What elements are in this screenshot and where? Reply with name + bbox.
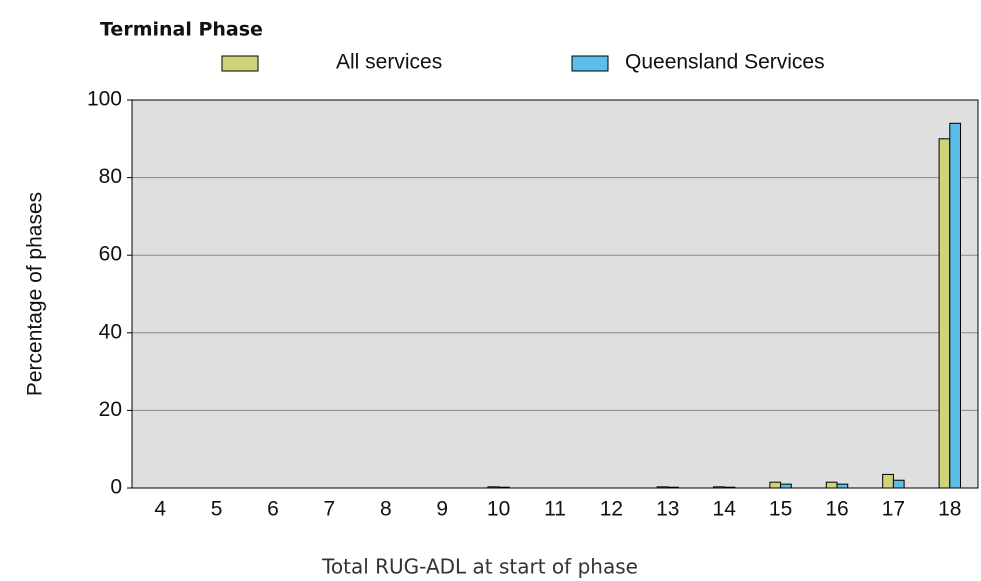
x-tick-label: 4: [154, 498, 166, 521]
bar: [938, 138, 951, 489]
x-tick-label: 13: [656, 498, 679, 521]
x-tick-label: 15: [769, 498, 792, 521]
bar: [712, 486, 725, 489]
x-tick-label: 7: [324, 498, 336, 521]
y-tick-label: 40: [99, 320, 122, 343]
bar: [836, 483, 849, 489]
bar: [667, 486, 680, 489]
bar: [882, 473, 894, 489]
x-tick-label: 17: [882, 498, 905, 521]
legend-swatch: [221, 55, 259, 72]
x-tick-label: 16: [825, 498, 848, 521]
x-axis-label: Total RUG-ADL at start of phase: [321, 555, 638, 579]
legend-label: All services: [336, 51, 442, 74]
bar: [723, 486, 736, 489]
x-tick-label: 8: [380, 498, 392, 521]
chart-title: Terminal Phase: [100, 19, 263, 41]
bar: [498, 486, 510, 489]
y-axis-label: Percentage of phases: [24, 192, 47, 396]
x-tick-label: 12: [600, 498, 623, 521]
x-tick-label: 18: [938, 498, 961, 521]
legend-label: Queensland Services: [625, 51, 825, 74]
y-tick-label: 20: [99, 398, 122, 421]
bar: [656, 486, 669, 489]
y-tick-label: 100: [87, 88, 122, 111]
legend-swatch: [571, 55, 609, 72]
plot-border: [131, 99, 979, 489]
bar: [949, 122, 962, 489]
x-tick-label: 5: [211, 498, 223, 521]
x-tick-label: 14: [713, 498, 737, 521]
bar: [769, 481, 782, 489]
x-tick-label: 11: [544, 498, 566, 521]
y-tick-label: 60: [99, 243, 122, 266]
y-tick-label: 80: [99, 165, 122, 188]
y-tick-label: 0: [110, 476, 122, 499]
x-tick-label: 10: [487, 498, 510, 521]
plot-area: [132, 100, 978, 488]
x-tick-label: 6: [267, 498, 279, 521]
bar: [825, 481, 838, 489]
x-tick-label: 9: [436, 498, 448, 521]
bar: [892, 479, 905, 489]
bar: [780, 483, 792, 489]
bar: [487, 486, 500, 489]
